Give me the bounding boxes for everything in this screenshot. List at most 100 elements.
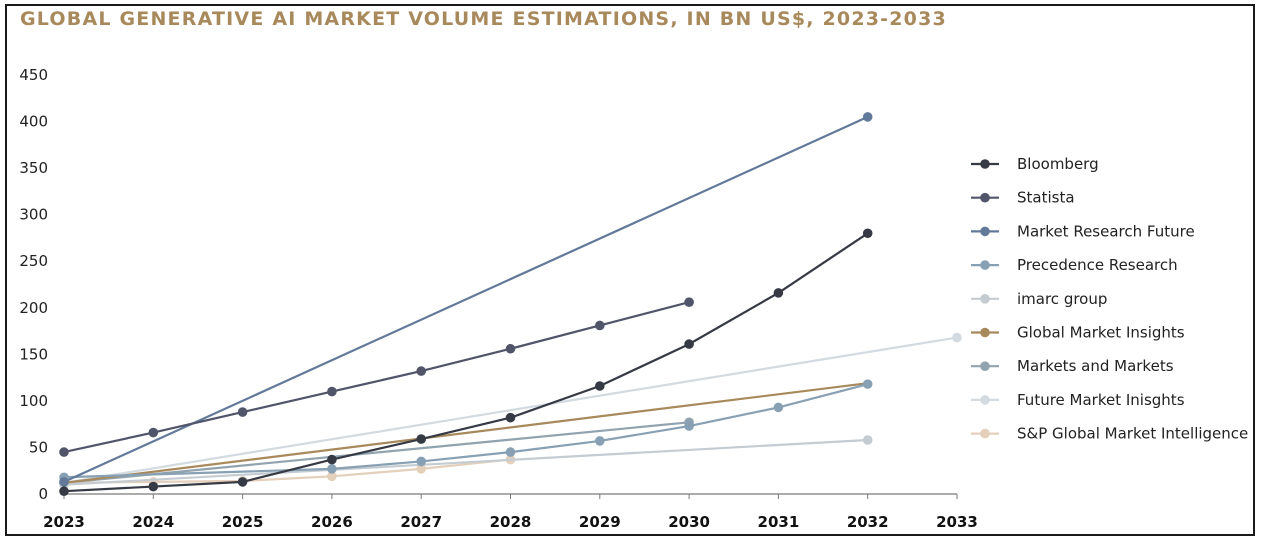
data-point [327, 464, 337, 474]
x-tick-label: 2031 [758, 513, 800, 531]
legend-item: Market Research Future [971, 222, 1195, 240]
series-line [63, 232, 869, 493]
data-point [862, 379, 873, 389]
legend-label: Market Research Future [1017, 222, 1195, 240]
axes: 0 50 100 150 200 250 300 350 400 450 2023 2024 2025 2… [19, 66, 978, 531]
series-group [59, 112, 962, 497]
legend-swatch-marker [980, 192, 990, 203]
legend-item: imarc group [971, 290, 1107, 308]
x-tick-label: 2033 [936, 513, 978, 531]
data-point [773, 288, 784, 298]
y-tick-label: 50 [29, 438, 48, 456]
data-point [595, 320, 605, 331]
data-point [416, 464, 427, 474]
data-point [237, 407, 248, 417]
y-tick-label: 450 [19, 66, 48, 84]
y-tick-label: 200 [19, 299, 48, 317]
data-point [773, 402, 784, 413]
data-point [952, 332, 962, 343]
series-future-market-inisghts [63, 332, 962, 484]
legend-item: Global Market Insights [971, 324, 1185, 342]
legend-swatch-marker [980, 294, 990, 304]
series-line [63, 383, 868, 479]
y-tick-label: 300 [19, 206, 48, 224]
data-point [862, 435, 873, 445]
legend-swatch-marker [980, 395, 990, 405]
series-line [63, 336, 958, 484]
series-line [63, 421, 690, 484]
data-point [416, 366, 427, 376]
data-point [59, 447, 69, 457]
legend-swatch-marker [980, 260, 990, 270]
series-line [63, 115, 869, 483]
x-tick-label: 2026 [311, 513, 353, 531]
data-point [505, 412, 516, 423]
y-tick-label: 100 [19, 392, 48, 410]
legend-item: Markets and Markets [971, 357, 1174, 375]
legend-label: Statista [1017, 189, 1075, 207]
legend-label: Bloomberg [1017, 155, 1099, 173]
y-tick-label: 350 [19, 159, 48, 177]
data-point [59, 486, 69, 497]
data-point [416, 456, 427, 467]
y-tick-label: 0 [38, 485, 48, 503]
data-point [505, 343, 516, 354]
chart-frame [5, 4, 1255, 536]
data-point [684, 297, 694, 307]
chart-title: GLOBAL GENERATIVE AI MARKET VOLUME ESTIM… [20, 8, 947, 30]
series-precedence-research [59, 379, 873, 483]
legend-swatch-marker [980, 327, 990, 338]
y-tick-label: 150 [19, 345, 48, 363]
data-point [684, 339, 694, 349]
legend-swatch-marker [980, 226, 990, 237]
series-global-market-insights [63, 382, 868, 484]
x-tick-label: 2025 [222, 513, 264, 531]
x-tick-label: 2028 [490, 513, 532, 531]
series-line [63, 458, 511, 484]
legend-swatch-marker [980, 159, 990, 169]
data-point [327, 471, 337, 482]
series-bloomberg [59, 228, 873, 497]
y-tick-label: 400 [19, 113, 48, 131]
series-line [63, 382, 868, 484]
x-tick-label: 2032 [847, 513, 889, 531]
y-tick-label: 250 [19, 252, 48, 270]
data-point [684, 421, 694, 431]
data-point [595, 381, 605, 391]
legend-label: imarc group [1017, 290, 1107, 308]
legend-item: Precedence Research [971, 256, 1178, 274]
data-point [416, 434, 427, 444]
series-statista [59, 297, 694, 457]
legend-label: S&P Global Market Intelligence [1017, 425, 1248, 443]
data-point [862, 228, 873, 239]
data-point [59, 477, 69, 487]
legend-label: Global Market Insights [1017, 324, 1185, 342]
x-tick-label: 2024 [132, 513, 174, 531]
legend-label: Precedence Research [1017, 256, 1178, 274]
x-tick-label: 2027 [400, 513, 442, 531]
x-tick-label: 2029 [579, 513, 621, 531]
legend: Bloomberg Statista Market Research Future P… [971, 155, 1248, 443]
legend-label: Future Market Inisghts [1017, 391, 1185, 409]
data-point [595, 436, 605, 446]
legend-swatch-marker [980, 361, 990, 372]
data-point [237, 477, 248, 487]
legend-item: Bloomberg [971, 155, 1099, 173]
data-point [505, 447, 516, 457]
series-market-research-future [59, 112, 873, 487]
x-tick-label: 2023 [43, 513, 85, 531]
data-point [148, 427, 159, 438]
legend-swatch-marker [980, 428, 990, 439]
data-point [327, 386, 337, 397]
data-point [148, 481, 159, 492]
series-line [63, 438, 868, 486]
legend-label: Markets and Markets [1017, 357, 1174, 375]
legend-item: Future Market Inisghts [971, 391, 1185, 409]
legend-item: S&P Global Market Intelligence [971, 425, 1248, 443]
data-point [327, 454, 337, 465]
legend-item: Statista [971, 189, 1075, 207]
series-line [63, 301, 690, 454]
data-point [862, 112, 873, 122]
x-tick-label: 2030 [668, 513, 710, 531]
